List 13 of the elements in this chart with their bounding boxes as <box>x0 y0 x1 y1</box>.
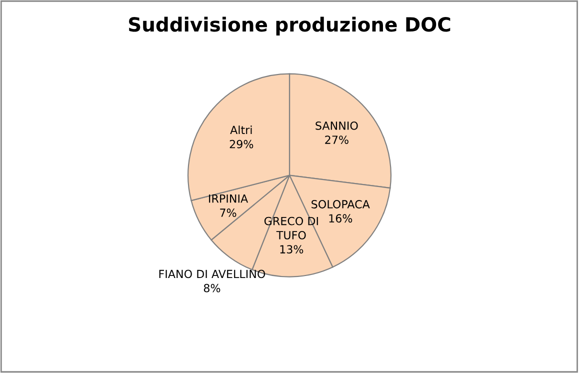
data-label: 27% <box>325 136 348 144</box>
slice-label: SOLOPACA <box>312 200 370 208</box>
slice-label: Altri <box>230 126 252 134</box>
slice-label: SANNIO <box>316 121 358 130</box>
chart-title: Suddivisione produzione DOC <box>128 16 450 36</box>
data-label: 8% <box>204 284 220 292</box>
slice-label: FIANO DI AVELLINO <box>159 270 266 278</box>
data-label: 16% <box>329 214 352 223</box>
data-label: 7% <box>220 208 236 217</box>
slice-label: IRPINIA <box>209 194 248 203</box>
data-label: 13% <box>280 245 304 254</box>
slice-label: GRECO DI TUFO <box>264 216 318 240</box>
data-label: 29% <box>230 140 254 148</box>
